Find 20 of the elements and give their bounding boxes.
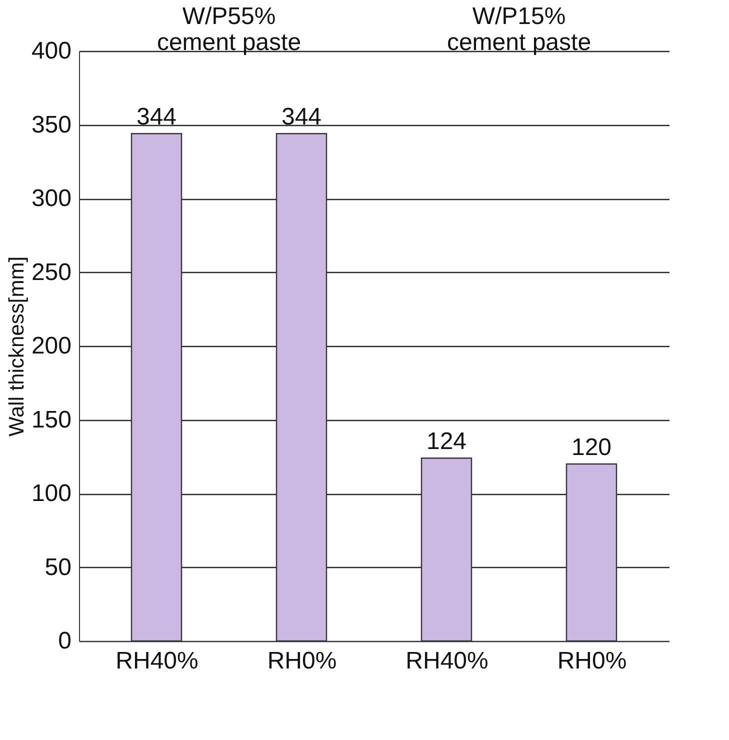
y-tick-label: 100 bbox=[31, 480, 72, 507]
x-tick-label: RH40% bbox=[406, 648, 488, 674]
y-tick-label: 300 bbox=[31, 185, 72, 212]
data-label: 344 bbox=[136, 104, 177, 131]
x-tick-label: RH0% bbox=[557, 648, 627, 674]
annotation: W/P15% cement paste bbox=[446, 3, 592, 56]
x-tick-label: RH0% bbox=[267, 648, 337, 674]
y-tick-label: 150 bbox=[31, 406, 72, 434]
data-label: 120 bbox=[571, 434, 612, 461]
y-tick-label: 0 bbox=[58, 628, 72, 654]
annotation: W/P55% cement paste bbox=[156, 3, 302, 56]
data-label: 124 bbox=[426, 428, 467, 456]
y-tick-label: 200 bbox=[31, 332, 72, 360]
y-tick-label: 250 bbox=[31, 258, 72, 286]
y-axis-title: Wall thickness[mm] bbox=[5, 256, 28, 437]
y-tick-label: 50 bbox=[44, 554, 72, 581]
y-tick-label: 350 bbox=[31, 111, 72, 138]
data-label: 344 bbox=[281, 104, 322, 131]
y-tick-label: 400 bbox=[31, 38, 72, 64]
x-tick-label: RH40% bbox=[116, 648, 198, 674]
